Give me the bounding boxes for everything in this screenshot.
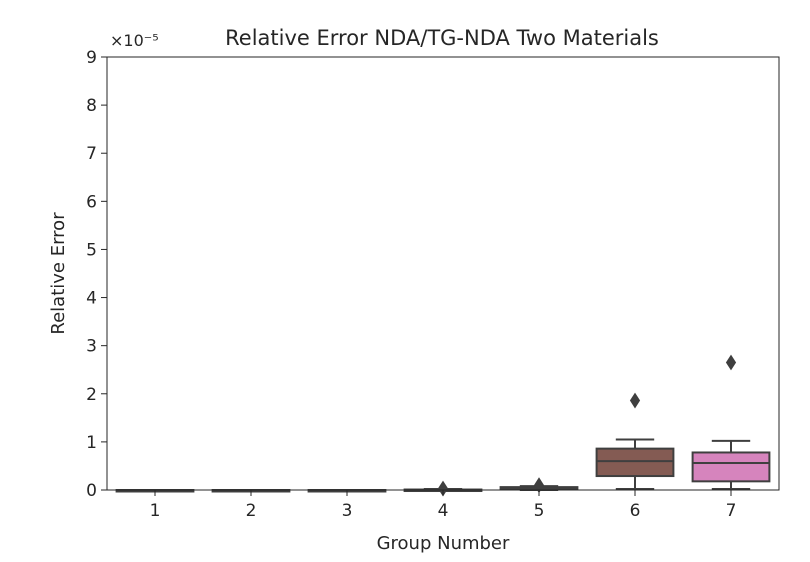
x-tick-label: 5 <box>534 501 545 521</box>
box-group-6 <box>595 392 675 491</box>
y-tick-label: 5 <box>86 240 97 260</box>
outlier-point <box>629 392 641 409</box>
x-tick-label: 1 <box>150 501 161 521</box>
y-tick-label: 8 <box>86 96 97 116</box>
box-group-7 <box>691 354 771 491</box>
y-axis-multiplier: ×10⁻⁵ <box>110 31 159 50</box>
y-tick-label: 3 <box>86 337 97 357</box>
y-axis: 0 1 2 3 4 5 6 7 8 9 <box>86 48 107 501</box>
y-axis-label: Relative Error <box>48 212 69 335</box>
x-tick-label: 6 <box>630 501 641 521</box>
y-tick-label: 4 <box>86 289 97 309</box>
x-tick-label: 3 <box>342 501 353 521</box>
boxes-layer <box>115 354 771 497</box>
plot-frame <box>106 56 780 491</box>
chart-title: Relative Error NDA/TG-NDA Two Materials <box>225 26 659 50</box>
x-axis: 1 2 3 4 5 6 7 <box>150 490 737 521</box>
y-tick-label: 0 <box>86 481 97 501</box>
box <box>595 447 675 478</box>
y-tick-label: 2 <box>86 385 97 405</box>
x-tick-label: 4 <box>438 501 449 521</box>
y-tick-label: 1 <box>86 433 97 453</box>
x-axis-label: Group Number <box>377 533 510 554</box>
outlier-point <box>725 354 737 371</box>
x-tick-label: 7 <box>726 501 737 521</box>
x-tick-label: 2 <box>246 501 257 521</box>
y-tick-label: 6 <box>86 192 97 212</box>
box <box>691 451 771 483</box>
y-tick-label: 9 <box>86 48 97 68</box>
y-tick-label: 7 <box>86 144 97 164</box>
